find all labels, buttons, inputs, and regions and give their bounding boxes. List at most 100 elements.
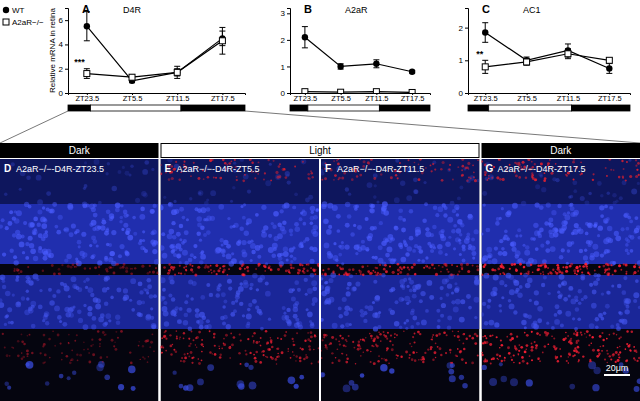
- texture: [218, 345, 219, 346]
- texture: [461, 159, 464, 161]
- texture: [252, 335, 254, 337]
- x-tick: ZT5.5: [123, 93, 143, 103]
- texture: [17, 340, 20, 343]
- texture: [339, 267, 341, 269]
- texture: [198, 331, 201, 334]
- texture: [15, 302, 21, 308]
- texture: [262, 350, 265, 353]
- texture: [446, 334, 448, 336]
- texture: [122, 296, 127, 301]
- texture: [461, 358, 464, 361]
- tick-label: 0: [459, 89, 464, 98]
- texture: [276, 363, 278, 365]
- texture: [473, 172, 475, 174]
- texture: [356, 175, 358, 177]
- texture: [411, 309, 415, 313]
- texture: [240, 159, 244, 162]
- texture: [252, 273, 257, 278]
- texture: [458, 270, 460, 272]
- texture: [110, 296, 114, 300]
- texture: [294, 222, 299, 227]
- texture: [367, 270, 370, 273]
- texture: [126, 214, 129, 217]
- tick-label: ZT5.5: [517, 94, 537, 103]
- texture: [327, 300, 332, 305]
- series-line: [305, 91, 412, 93]
- error-bar: [482, 23, 488, 43]
- texture: [122, 266, 125, 269]
- texture: [15, 278, 19, 282]
- texture: [144, 160, 149, 165]
- texture: [98, 317, 104, 323]
- texture: [431, 170, 433, 172]
- texture: [288, 377, 296, 385]
- texture: [418, 178, 421, 181]
- texture: [474, 316, 477, 319]
- texture: [149, 271, 151, 273]
- texture: [198, 190, 204, 196]
- error-cap: [482, 42, 488, 43]
- texture: [399, 297, 404, 302]
- texture: [169, 229, 175, 235]
- tick-label: ZT17.5: [598, 94, 622, 103]
- texture: [298, 243, 303, 248]
- texture: [311, 363, 313, 365]
- texture: [150, 209, 155, 214]
- texture: [419, 159, 422, 161]
- texture: [93, 297, 98, 302]
- legend-label: WT: [12, 6, 25, 15]
- texture: [214, 353, 217, 356]
- texture: [338, 307, 342, 311]
- light-phase: [379, 105, 430, 111]
- texture: [106, 270, 108, 272]
- tick-label: ZT5.5: [331, 94, 351, 103]
- texture: [148, 356, 150, 358]
- texture: [219, 356, 222, 359]
- point: [409, 69, 415, 75]
- texture: [61, 352, 63, 354]
- texture: [88, 287, 94, 293]
- texture: [231, 343, 234, 346]
- point: [302, 89, 308, 93]
- chart-title: D4R: [123, 5, 142, 15]
- texture: [188, 345, 190, 347]
- texture: [150, 341, 153, 344]
- texture: [324, 273, 326, 275]
- texture: [163, 335, 166, 338]
- texture: [395, 174, 397, 176]
- texture: [209, 159, 212, 162]
- texture: [245, 353, 247, 355]
- texture: [362, 339, 365, 342]
- texture: [239, 260, 244, 265]
- texture: [418, 359, 420, 361]
- texture: [411, 358, 414, 361]
- texture: [26, 353, 28, 355]
- texture: [183, 266, 185, 268]
- error-cap: [84, 68, 90, 69]
- texture: [244, 363, 249, 368]
- texture: [129, 299, 132, 302]
- point: [174, 69, 180, 75]
- texture: [365, 337, 366, 338]
- texture: [220, 316, 225, 321]
- texture: [453, 247, 456, 250]
- texture: [403, 266, 406, 269]
- y-axis: 0246: [59, 9, 69, 99]
- texture: [118, 384, 124, 390]
- texture: [278, 165, 281, 168]
- error-cap: [565, 43, 571, 44]
- texture: [254, 360, 257, 363]
- texture: [452, 209, 456, 213]
- texture: [301, 159, 307, 164]
- panel-label: E: [165, 163, 172, 174]
- texture: [460, 350, 463, 353]
- texture: [321, 357, 322, 359]
- texture: [334, 174, 337, 177]
- texture: [466, 179, 470, 183]
- texture: [2, 333, 4, 335]
- texture: [357, 348, 360, 351]
- texture: [188, 338, 190, 340]
- texture: [228, 286, 232, 290]
- texture: [120, 204, 123, 207]
- texture: [427, 280, 433, 286]
